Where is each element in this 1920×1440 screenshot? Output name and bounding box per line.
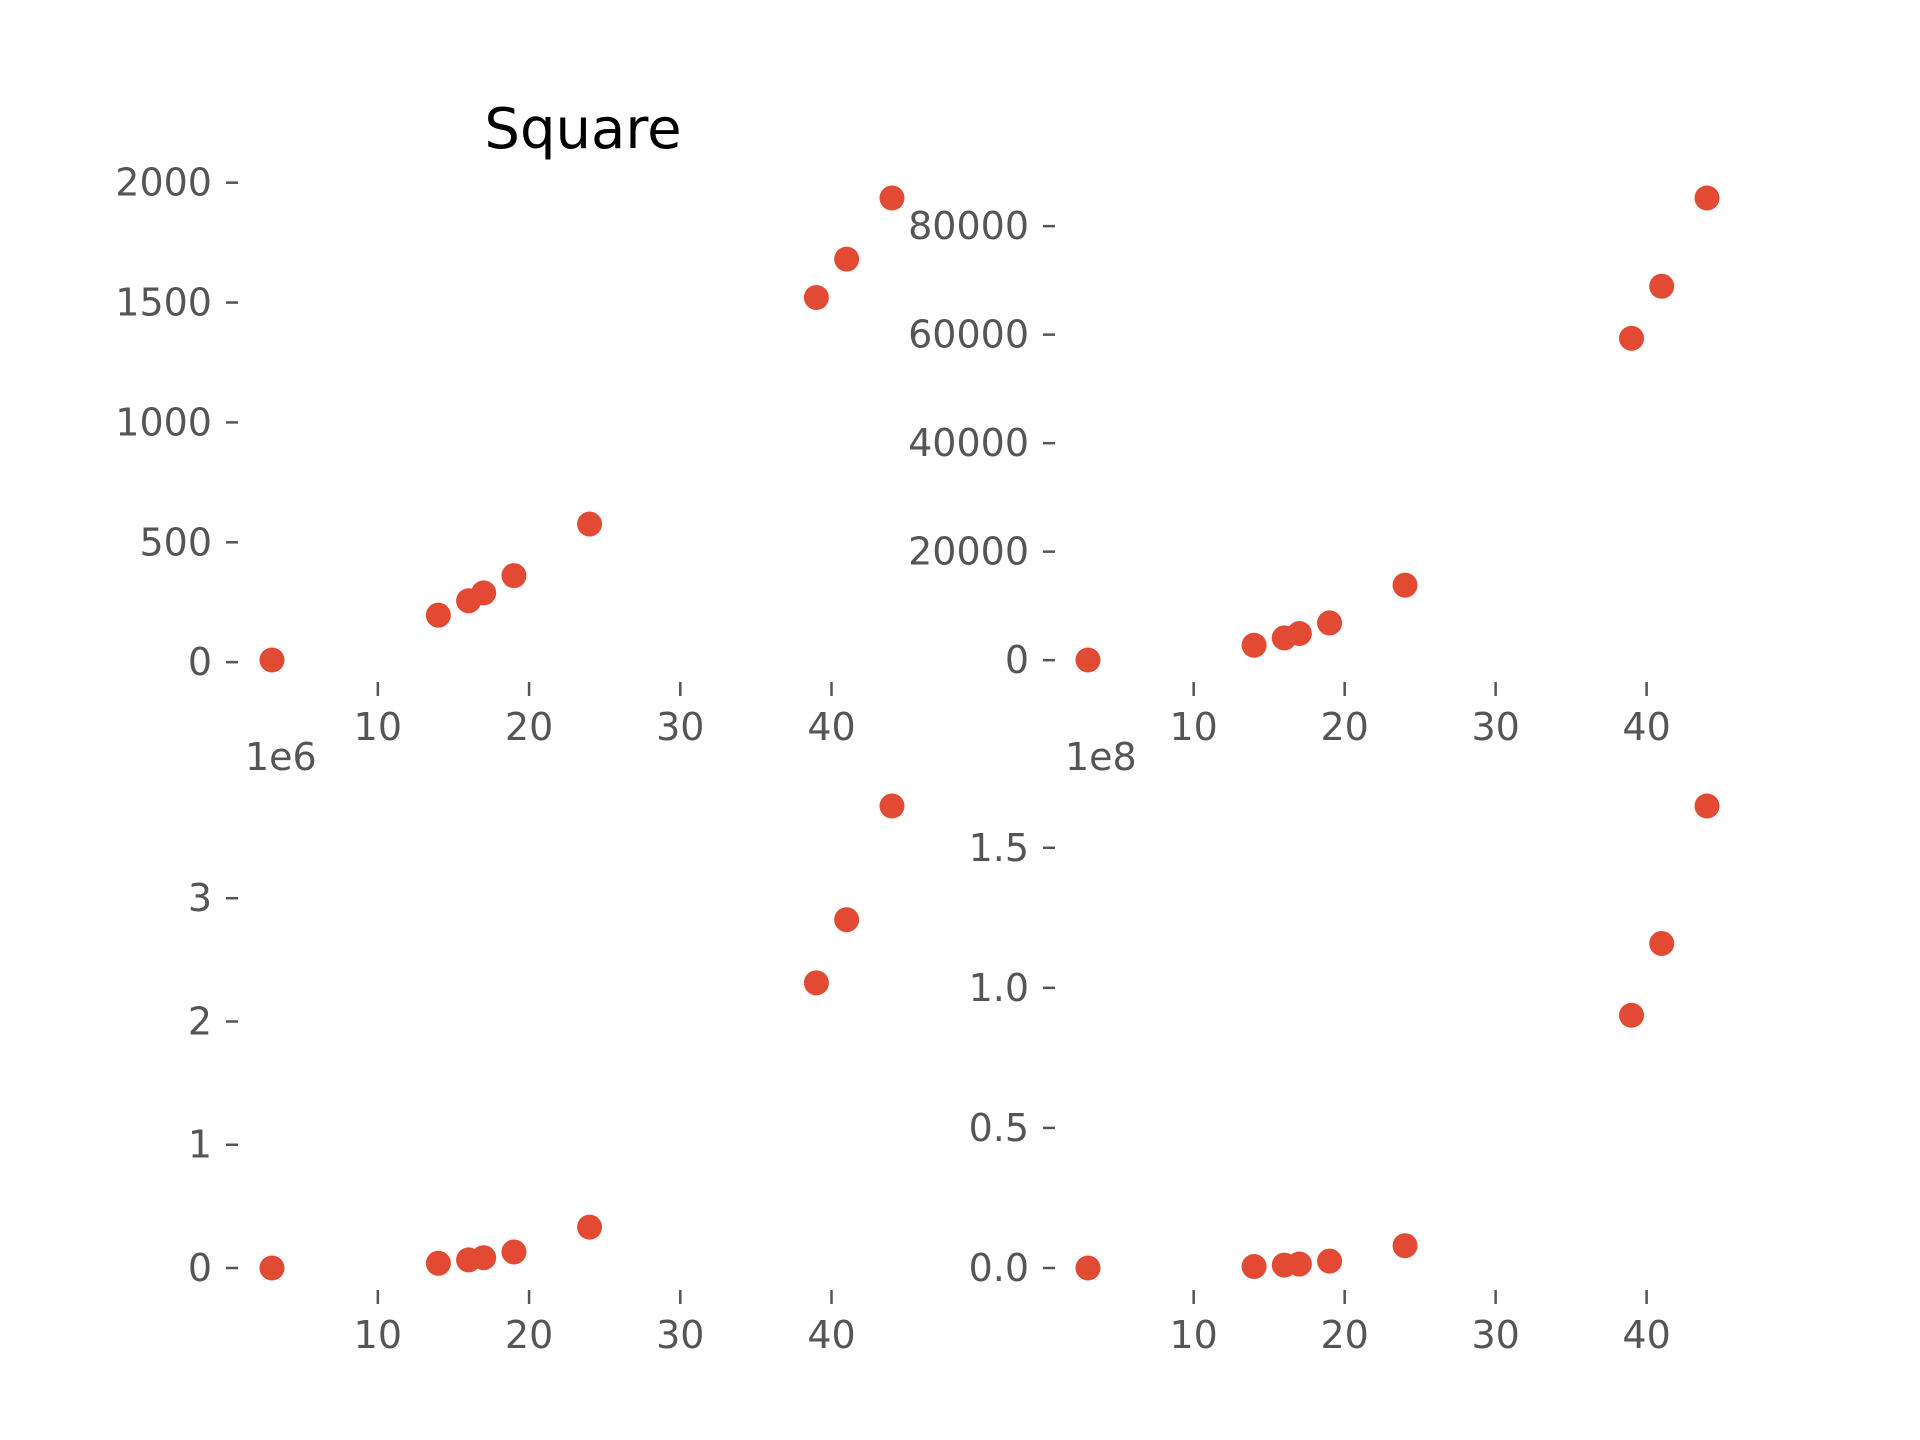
x-tick-label: 20 (1320, 1313, 1368, 1357)
data-point (1619, 1002, 1645, 1028)
data-point (501, 1239, 527, 1265)
y-tick-label: 0 (1005, 638, 1029, 682)
data-point (1317, 1248, 1343, 1274)
data-point (1317, 610, 1343, 636)
y-tick-label: 1500 (115, 281, 212, 325)
x-tick-label: 10 (354, 1313, 402, 1357)
panel-top-left: Square 10 20 30 40 0 500 1000 1500 2000 (115, 97, 905, 749)
x-tick-label: 10 (1170, 1313, 1218, 1357)
data-point (259, 647, 285, 673)
data-point (259, 1255, 285, 1281)
points-bottom-right (1075, 793, 1720, 1281)
data-point (1241, 632, 1267, 658)
y-offset-label: 1e8 (1065, 735, 1137, 779)
panel-bottom-left: 1e6 10 20 30 40 0 1 2 3 (188, 735, 905, 1357)
x-tick-label: 40 (807, 705, 855, 749)
x-tick-label: 30 (1471, 705, 1519, 749)
data-point (803, 970, 829, 996)
y-tick-label: 0 (188, 640, 212, 684)
data-point (1241, 1253, 1267, 1279)
y-tick-label: 40000 (908, 421, 1029, 465)
data-point (1392, 572, 1418, 598)
panel-top-right: 10 20 30 40 0 20000 40000 60000 80000 (908, 185, 1720, 749)
x-tick-label: 30 (1471, 1313, 1519, 1357)
y-tick-label: 1.0 (969, 966, 1029, 1010)
y-tick-label: 1 (188, 1123, 212, 1167)
points-top-left (259, 185, 905, 673)
data-point (879, 185, 905, 211)
x-tick-label: 30 (656, 705, 704, 749)
y-tick-label: 500 (139, 520, 212, 564)
x-tick-label: 20 (505, 705, 553, 749)
x-tick-label: 40 (1622, 705, 1670, 749)
panel-bottom-right: 1e8 10 20 30 40 0.0 0.5 1.0 1.5 (969, 735, 1720, 1357)
data-point (577, 511, 603, 537)
x-tick-label: 10 (354, 705, 402, 749)
data-point (879, 793, 905, 819)
y-tick-label: 20000 (908, 530, 1029, 574)
y-tick-label: 80000 (908, 204, 1029, 248)
axes-top-right: 10 20 30 40 0 20000 40000 60000 80000 (908, 204, 1671, 749)
y-tick-label: 0.0 (969, 1246, 1029, 1290)
data-point (1286, 1251, 1312, 1277)
y-tick-label: 1.5 (969, 826, 1029, 870)
data-point (1649, 930, 1675, 956)
data-point (1694, 793, 1720, 819)
data-point (1694, 185, 1720, 211)
axes-bottom-left: 10 20 30 40 0 1 2 3 (188, 876, 856, 1357)
data-point (1075, 647, 1101, 673)
x-tick-label: 40 (1622, 1313, 1670, 1357)
data-point (1649, 273, 1675, 299)
data-point (471, 580, 497, 606)
y-tick-label: 2 (188, 999, 212, 1043)
x-tick-label: 20 (505, 1313, 553, 1357)
data-point (803, 284, 829, 310)
data-point (577, 1214, 603, 1240)
data-point (471, 1245, 497, 1271)
data-point (1286, 620, 1312, 646)
chart-title: Square (484, 97, 681, 162)
data-point (425, 602, 451, 628)
x-tick-label: 10 (1170, 705, 1218, 749)
y-tick-label: 60000 (908, 313, 1029, 357)
y-tick-label: 1000 (115, 400, 212, 444)
x-tick-label: 30 (656, 1313, 704, 1357)
y-offset-label: 1e6 (245, 735, 317, 779)
data-point (834, 246, 860, 272)
data-point (1075, 1255, 1101, 1281)
x-tick-label: 20 (1320, 705, 1368, 749)
data-point (501, 563, 527, 589)
axes-top-left: 10 20 30 40 0 500 1000 1500 2000 (115, 161, 855, 749)
y-tick-label: 2000 (115, 161, 212, 205)
points-bottom-left (259, 793, 905, 1281)
data-point (1619, 325, 1645, 351)
y-tick-label: 0.5 (969, 1106, 1029, 1150)
data-point (425, 1250, 451, 1276)
points-top-right (1075, 185, 1720, 673)
data-point (834, 907, 860, 933)
x-tick-label: 40 (807, 1313, 855, 1357)
y-tick-label: 3 (188, 876, 212, 920)
y-tick-label: 0 (188, 1246, 212, 1290)
data-point (1392, 1233, 1418, 1259)
axes-bottom-right: 10 20 30 40 0.0 0.5 1.0 1.5 (969, 826, 1671, 1357)
